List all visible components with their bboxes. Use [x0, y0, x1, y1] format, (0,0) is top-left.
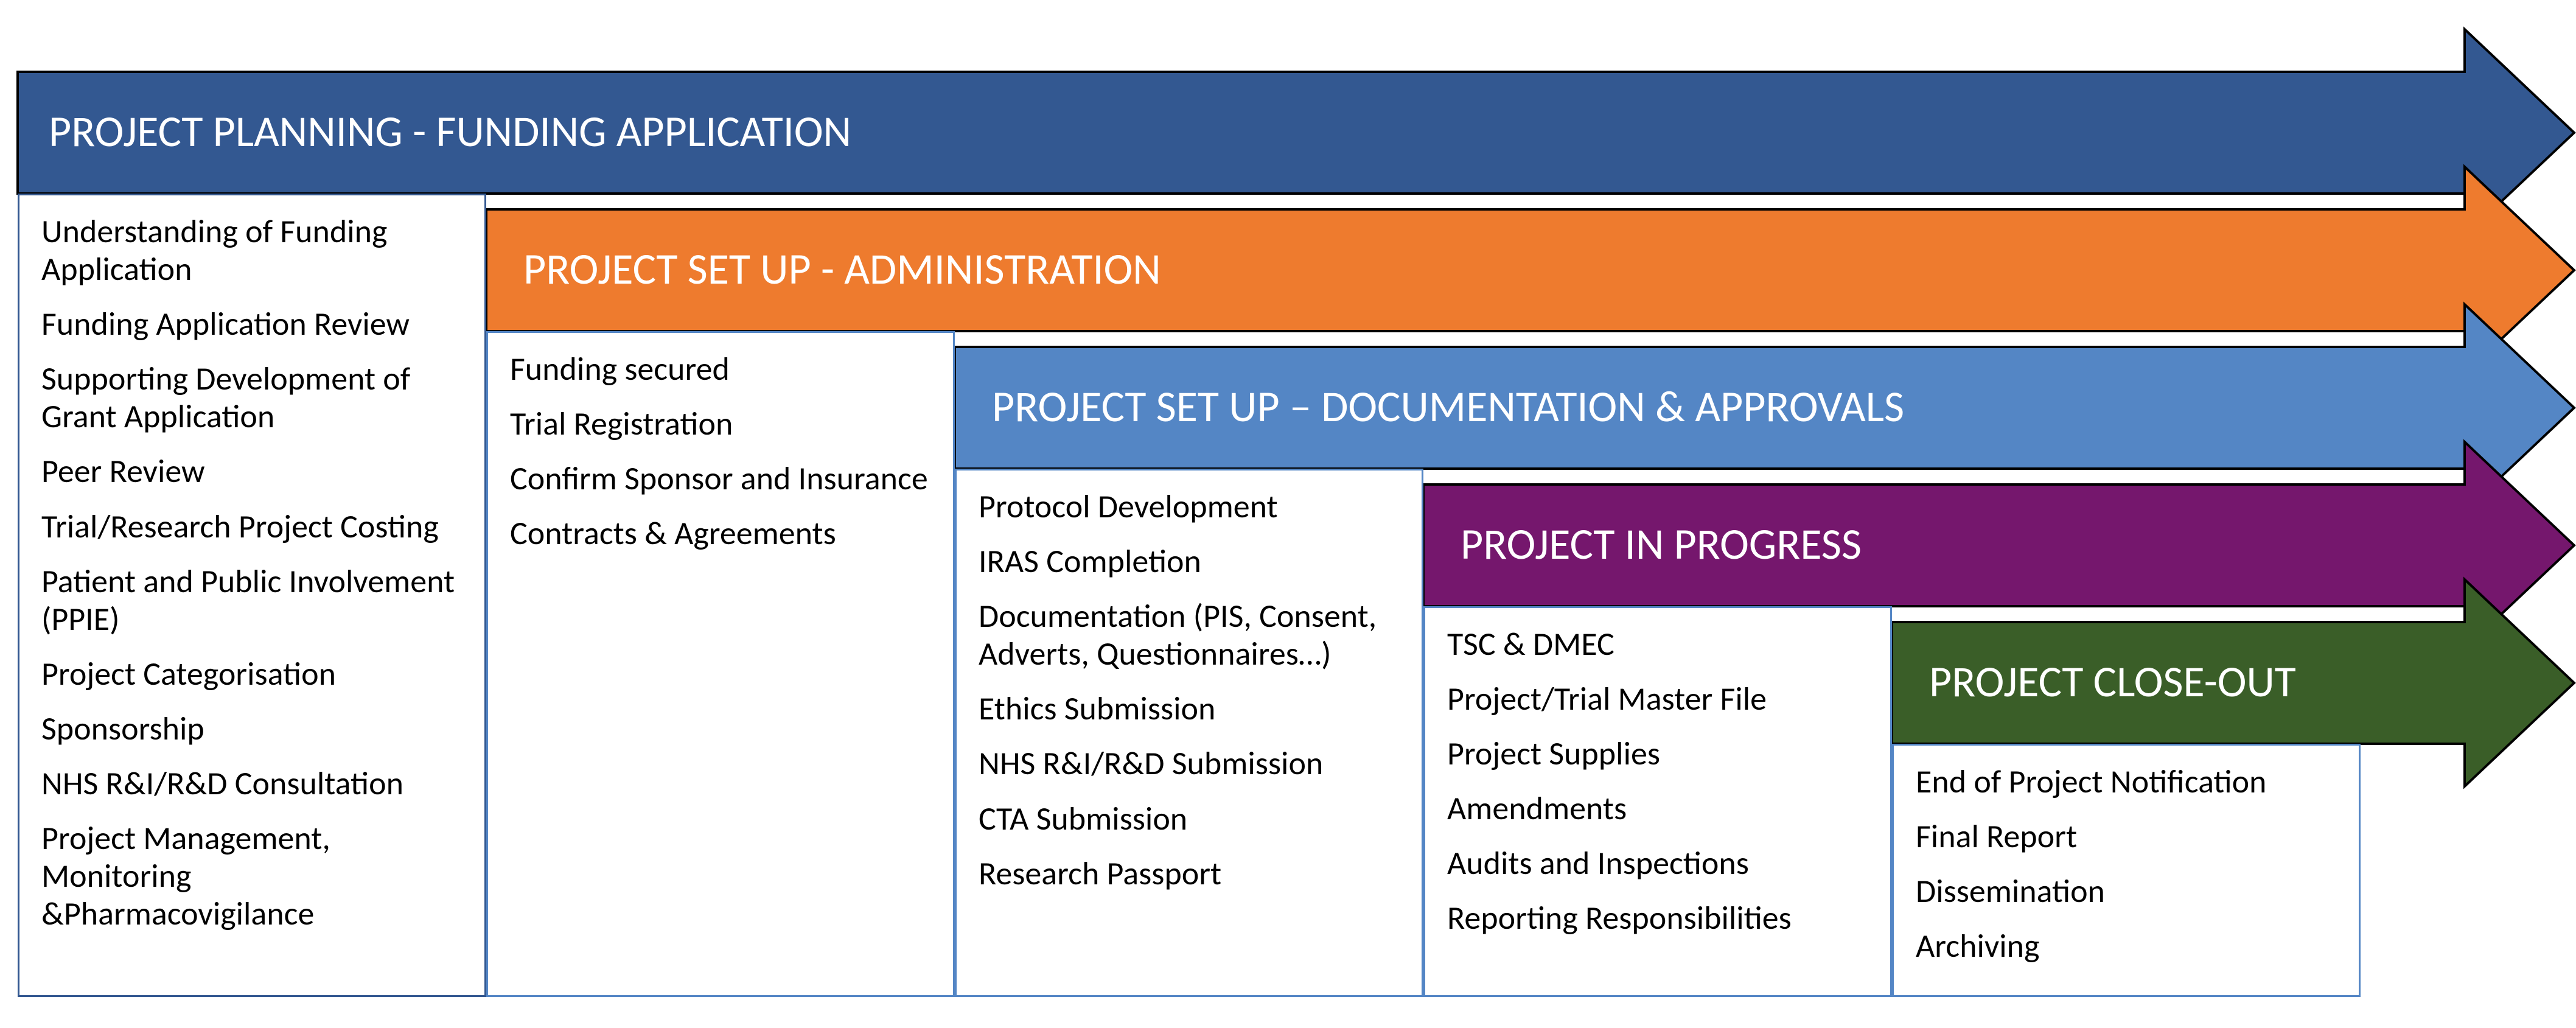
list-item: Project/Trial Master File	[1447, 680, 1868, 718]
list-item: Supporting Development of Grant Applicat…	[41, 360, 462, 435]
phase-title-setup-docs: PROJECT SET UP – DOCUMENTATION & APPROVA…	[992, 385, 1904, 428]
list-item: Protocol Development	[979, 488, 1400, 525]
list-item: Audits and Inspections	[1447, 844, 1868, 882]
list-item: TSC & DMEC	[1447, 625, 1868, 663]
diagram-stage: Understanding of Funding Application Fund…	[0, 0, 2576, 1028]
list-item: Archiving	[1916, 927, 2337, 965]
list-item: Reporting Responsibilities	[1447, 899, 1868, 937]
list-item: CTA Submission	[979, 800, 1400, 837]
list-item: NHS R&I/R&D Submission	[979, 744, 1400, 782]
list-item: Amendments	[1447, 789, 1868, 827]
list-item: Trial Registration	[510, 405, 931, 442]
list-item: Funding Application Review	[41, 305, 462, 343]
list-item: Funding secured	[510, 350, 931, 388]
items-box-setup-admin: Funding secured Trial Registration Confirm…	[486, 331, 955, 997]
list-item: Peer Review	[41, 452, 462, 490]
list-item: Research Passport	[979, 855, 1400, 892]
phase-title-setup-admin: PROJECT SET UP - ADMINISTRATION	[523, 247, 1161, 291]
list-item: Patient and Public Involvement (PPIE)	[41, 562, 462, 638]
list-item: Final Report	[1916, 817, 2337, 855]
list-item: Confirm Sponsor and Insurance	[510, 460, 931, 497]
list-item: Ethics Submission	[979, 690, 1400, 727]
list-item: Project Supplies	[1447, 735, 1868, 772]
phase-title-close-out: PROJECT CLOSE-OUT	[1929, 660, 2296, 704]
list-item: Dissemination	[1916, 872, 2337, 910]
list-item: Project Categorisation	[41, 655, 462, 693]
list-item: IRAS Completion	[979, 542, 1400, 580]
list-item: Understanding of Funding Application	[41, 212, 462, 288]
list-item: Contracts & Agreements	[510, 514, 931, 552]
items-box-close-out: End of Project Notification Final Report D…	[1892, 744, 2361, 997]
items-box-setup-docs: Protocol Development IRAS Completion Docum…	[955, 469, 1423, 997]
list-item: End of Project Notification	[1916, 763, 2337, 800]
list-item: NHS R&I/R&D Consultation	[41, 764, 462, 802]
phase-title-in-progress: PROJECT IN PROGRESS	[1461, 522, 1862, 566]
phase-title-planning: PROJECT PLANNING - FUNDING APPLICATION	[49, 110, 851, 153]
list-item: Sponsorship	[41, 710, 462, 747]
list-item: Project Management, Monitoring &Pharmaco…	[41, 819, 462, 932]
items-box-planning: Understanding of Funding Application Fund…	[18, 194, 486, 997]
list-item: Documentation (PIS, Consent, Adverts, Qu…	[979, 597, 1400, 673]
items-box-in-progress: TSC & DMEC Project/Trial Master File Proje…	[1423, 606, 1892, 997]
list-item: Trial/Research Project Costing	[41, 508, 462, 545]
